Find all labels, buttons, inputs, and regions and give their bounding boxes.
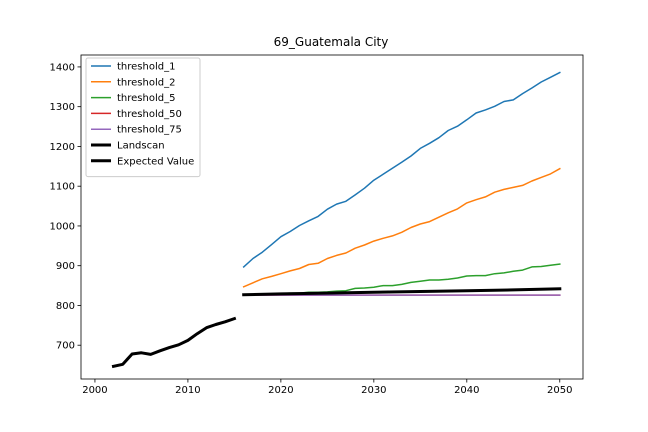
legend-box	[85, 57, 201, 178]
legend-label: threshold_1	[117, 62, 175, 73]
legend-label: Expected Value	[117, 156, 194, 167]
x-tick-label: 2000	[82, 385, 107, 396]
series-line-landscan	[111, 316, 237, 369]
y-tick-label: 900	[56, 261, 75, 272]
legend-label: Landscan	[117, 141, 165, 152]
axis-layer: 2000 2010 2020 2030 2040 2050 700 800 900 1000 110…	[50, 54, 584, 396]
series-line-threshold_1	[242, 71, 561, 268]
y-tick-label: 800	[56, 301, 75, 312]
series-line-expected-value	[242, 287, 562, 297]
x-tick-label: 2050	[547, 385, 572, 396]
chart-title: 69_Guatemala City	[274, 35, 389, 49]
plot-frame	[80, 54, 584, 380]
y-tick-label: 1300	[50, 102, 75, 113]
legend-label: threshold_5	[117, 93, 175, 104]
y-tick-label: 1400	[50, 62, 75, 73]
legend-label: threshold_2	[117, 77, 175, 88]
x-tick-label: 2010	[175, 385, 200, 396]
y-tick-label: 1100	[50, 182, 75, 193]
series-layer	[111, 71, 562, 369]
legend-label: threshold_50	[117, 109, 182, 120]
x-tick-label: 2030	[361, 385, 386, 396]
x-tick-label: 2020	[268, 385, 293, 396]
y-tick-label: 1000	[50, 221, 75, 232]
y-tick-label: 700	[56, 341, 75, 352]
legend: threshold_1 threshold_2 threshold_5thresho…	[85, 57, 201, 178]
legend-label: threshold_75	[117, 125, 182, 136]
y-tick-label: 1200	[50, 142, 75, 153]
x-tick-label: 2040	[454, 385, 479, 396]
series-line-threshold_2	[242, 167, 561, 288]
